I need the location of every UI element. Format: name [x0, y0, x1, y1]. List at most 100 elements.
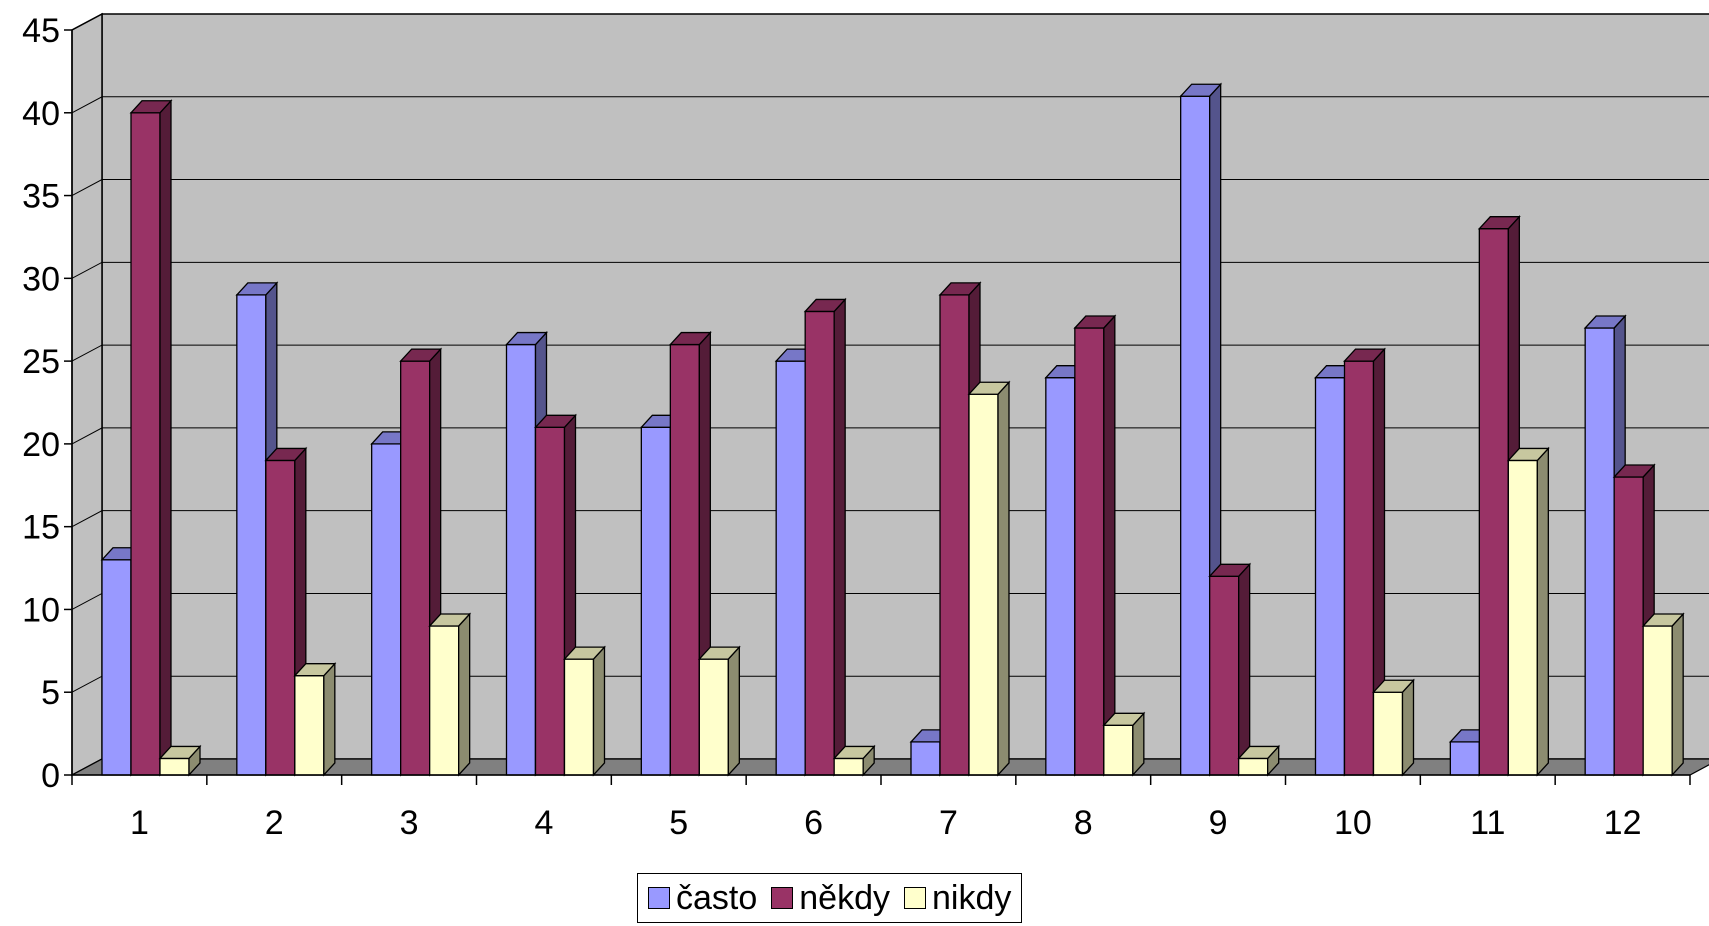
bar-nekdy-9: [1208, 562, 1252, 777]
bar-top: [428, 613, 472, 627]
bar-front: [1642, 625, 1673, 776]
bar-top: [967, 381, 1011, 395]
side-wall: [71, 12, 103, 777]
bar-side: [1671, 612, 1684, 777]
bar-front: [371, 443, 402, 776]
bar-top: [1583, 315, 1627, 329]
bar-front: [505, 343, 537, 776]
bar-top: [1477, 216, 1521, 230]
bar-nikdy-10: [1372, 678, 1415, 777]
y-tick-label: 10: [22, 591, 60, 629]
bar-top: [264, 447, 308, 462]
bar-front: [101, 559, 132, 776]
x-tick-label: 4: [534, 804, 553, 842]
bar-top: [1372, 679, 1415, 693]
legend: často někdy nikdy: [637, 873, 1023, 923]
bar-front: [968, 393, 999, 776]
bar-front: [400, 360, 431, 776]
bar-side: [1103, 314, 1116, 777]
bar-front: [669, 343, 700, 776]
y-tick-label: 40: [22, 95, 60, 133]
bar-front: [1449, 741, 1480, 776]
y-tick-label: 45: [22, 12, 60, 50]
legend-label-casto: často: [676, 879, 758, 917]
bar-front: [775, 360, 806, 776]
x-tick-label: 1: [130, 804, 149, 842]
legend-swatch-nikdy: [904, 887, 926, 909]
bar-front: [265, 459, 296, 776]
legend-item-nekdy: někdy: [771, 881, 890, 915]
bar-top: [668, 331, 712, 346]
bar-top: [505, 331, 548, 346]
bar-top: [129, 100, 173, 114]
bar-top: [563, 646, 606, 660]
bar-front: [804, 310, 835, 776]
bar-top: [938, 282, 982, 296]
bar-front: [1507, 459, 1538, 776]
bar-top: [1102, 712, 1146, 726]
bar-nekdy-6: [803, 297, 847, 777]
bar-top: [697, 646, 741, 660]
y-tick-label: 0: [41, 757, 60, 795]
bar-nikdy-3: [428, 612, 472, 777]
bar-front: [130, 112, 161, 776]
x-tick-label: 10: [1334, 804, 1372, 842]
bar-side: [323, 661, 336, 777]
legend-label-nikdy: nikdy: [932, 879, 1012, 917]
bar-front: [1103, 724, 1134, 776]
bar-top: [534, 414, 577, 428]
bar-side: [727, 645, 740, 777]
bar-top: [1506, 447, 1550, 462]
bar-front: [429, 625, 460, 776]
bar-nikdy-12: [1641, 612, 1685, 777]
bar-front: [1209, 575, 1240, 776]
bar-nekdy-10: [1343, 347, 1386, 777]
x-tick-label: 6: [804, 804, 823, 842]
x-tick-label: 9: [1209, 804, 1228, 842]
x-tick-label: 2: [265, 804, 284, 842]
bar-top: [1641, 613, 1685, 627]
bar-top: [832, 745, 876, 760]
bar-front: [833, 757, 864, 776]
bar-top: [1073, 315, 1117, 329]
legend-swatch-casto: [648, 887, 670, 909]
bar-front: [1314, 377, 1346, 776]
bar-top: [1208, 563, 1252, 577]
bar-front: [534, 426, 566, 776]
bar-side: [1401, 678, 1415, 777]
bar-nikdy-8: [1102, 711, 1146, 777]
bar-front: [294, 675, 325, 776]
bar-side: [1238, 562, 1251, 777]
bar-nikdy-5: [697, 645, 741, 777]
bar-side: [458, 612, 471, 777]
bar-front: [1478, 228, 1509, 776]
bar-front: [939, 294, 970, 776]
bar-front: [563, 658, 595, 776]
bar-side: [1536, 446, 1549, 777]
bar-top: [1179, 83, 1223, 97]
bar-front: [1180, 95, 1211, 776]
x-tick-label: 5: [669, 804, 688, 842]
x-tick-label: 8: [1074, 804, 1093, 842]
bar-front: [1372, 691, 1404, 776]
x-tick-label: 12: [1604, 804, 1642, 842]
bar-top: [399, 348, 443, 362]
x-tick-label: 7: [939, 804, 958, 842]
legend-item-casto: často: [648, 881, 757, 915]
bar-nekdy-8: [1073, 314, 1117, 777]
x-tick-label: 11: [1470, 804, 1505, 842]
bar-front: [159, 757, 190, 776]
bar-nekdy-1: [129, 99, 173, 777]
bar-front: [1584, 327, 1615, 776]
bar-side: [159, 99, 172, 777]
legend-item-nikdy: nikdy: [904, 881, 1011, 915]
bar-top: [1343, 348, 1386, 362]
bar-front: [698, 658, 729, 776]
bar-nikdy-2: [293, 661, 337, 777]
bar-side: [997, 380, 1010, 777]
bar-front: [1613, 476, 1644, 776]
y-tick-label: 15: [22, 509, 60, 547]
bar-top: [158, 745, 202, 760]
bar-nikdy-11: [1506, 446, 1550, 777]
bar-top: [235, 282, 279, 296]
